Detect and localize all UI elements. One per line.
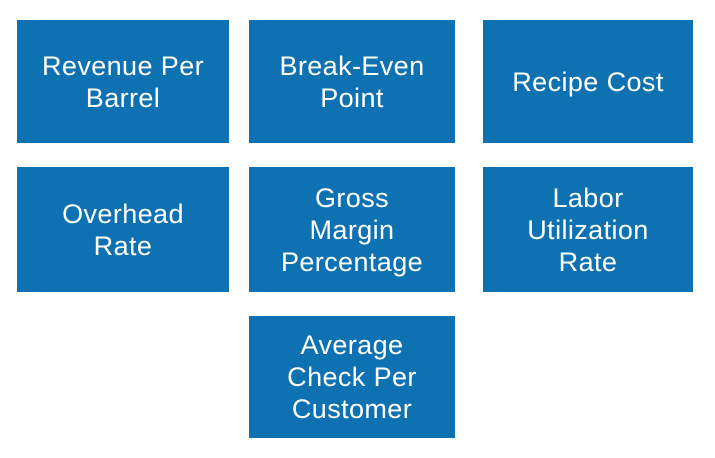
metric-box-label: Revenue Per Barrel [42, 50, 204, 113]
metric-box-label: Gross Margin Percentage [280, 182, 424, 277]
metric-box-average-check-per-customer: Average Check Per Customer [249, 316, 455, 438]
metric-box-labor-utilization-rate: Labor Utilization Rate [483, 167, 693, 292]
metric-box-label: Break-Even Point [279, 50, 425, 113]
metric-box-revenue-per-barrel: Revenue Per Barrel [17, 20, 229, 143]
metric-box-gross-margin-percentage: Gross Margin Percentage [249, 167, 455, 292]
metric-box-label: Recipe Cost [512, 66, 664, 97]
metric-box-label: Overhead Rate [62, 198, 184, 261]
metric-box-break-even-point: Break-Even Point [249, 20, 455, 143]
metric-box-label: Labor Utilization Rate [527, 182, 649, 277]
metric-box-label: Average Check Per Customer [287, 330, 417, 424]
metric-box-recipe-cost: Recipe Cost [483, 20, 693, 143]
metric-box-overhead-rate: Overhead Rate [17, 167, 229, 292]
